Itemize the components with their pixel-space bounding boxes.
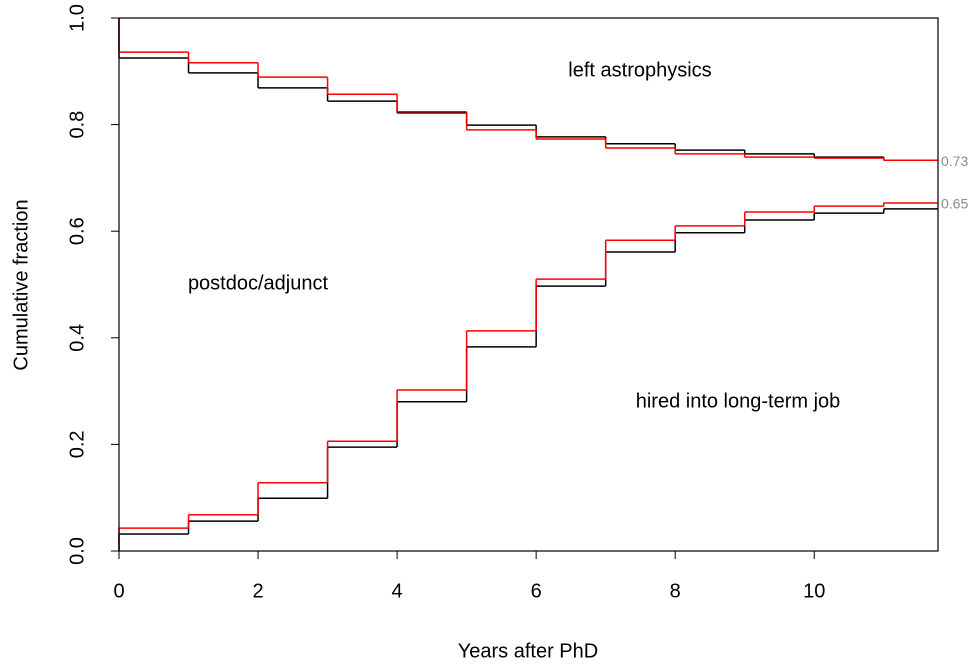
x-tick-label: 8: [670, 580, 681, 602]
end-label: 0.73: [941, 153, 968, 169]
annotation: left astrophysics: [568, 59, 711, 81]
y-tick-label: 1.0: [66, 4, 88, 32]
x-tick-label: 6: [531, 580, 542, 602]
y-axis-title: Cumulative fraction: [10, 199, 32, 370]
x-tick-label: 4: [392, 580, 403, 602]
y-tick-label: 0.6: [66, 217, 88, 245]
y-tick-label: 0.4: [66, 324, 88, 352]
annotation: postdoc/adjunct: [188, 272, 329, 294]
y-tick-label: 0.8: [66, 111, 88, 139]
y-tick-label: 0.0: [66, 537, 88, 565]
y-tick-label: 0.2: [66, 430, 88, 458]
annotation: hired into long-term job: [636, 390, 841, 412]
x-axis-title: Years after PhD: [458, 640, 598, 662]
x-tick-label: 0: [113, 580, 124, 602]
plot-frame: [118, 17, 939, 552]
end-label: 0.65: [941, 196, 968, 212]
x-tick-label: 10: [803, 580, 825, 602]
x-tick-label: 2: [252, 580, 263, 602]
